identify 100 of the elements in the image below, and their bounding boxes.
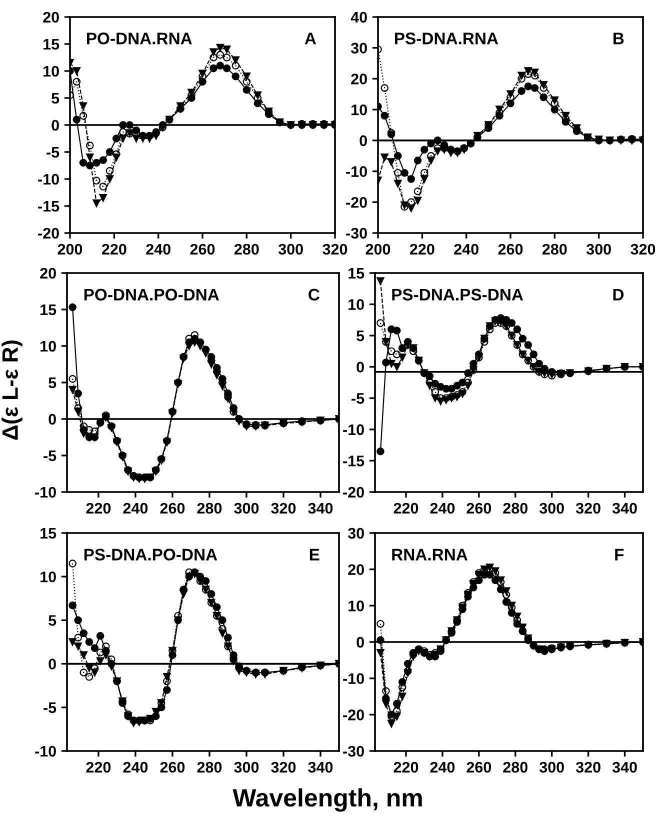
x-tick-label: 280 <box>197 762 222 773</box>
y-tick-label: -10 <box>343 673 364 684</box>
x-tick-label: 340 <box>612 502 637 514</box>
y-tick-label: 0 <box>52 120 59 131</box>
y-tick-label: 15 <box>44 39 60 50</box>
x-tick-label: 220 <box>86 762 111 773</box>
y-tick-label: -10 <box>343 424 364 436</box>
text: PO-DNA.PO-DNA <box>84 288 219 301</box>
text: RNA.RNA <box>392 548 468 560</box>
y-tick-label: 0 <box>48 414 56 425</box>
y-tick-label: 5 <box>48 378 56 388</box>
annotation: B <box>614 32 624 44</box>
x-tick-label: 240 <box>123 762 148 773</box>
y-tick-label: 5 <box>52 93 60 104</box>
y-tick-label: -10 <box>35 486 56 498</box>
y-tick-label: -5 <box>352 393 364 404</box>
y-tick-label: 15 <box>40 528 56 539</box>
annotation: C <box>308 288 320 301</box>
x-tick-label: 320 <box>271 502 296 514</box>
x-axis-title: Wavelength, nm <box>232 788 422 812</box>
y-tick-label: -20 <box>343 486 364 498</box>
y-tick-label: 40 <box>350 12 367 23</box>
y-tick-label: 20 <box>348 564 364 576</box>
y-tick-label: -15 <box>38 201 60 212</box>
y-tick-label: -20 <box>346 197 367 208</box>
y-tick-label: -30 <box>346 228 367 239</box>
text: PS-DNA.PS-DNA <box>392 288 524 301</box>
x-tick-label: 300 <box>278 244 303 255</box>
x-tick-label: 340 <box>612 762 637 773</box>
y-tick-label: 20 <box>351 74 367 84</box>
x-tick-label: 280 <box>234 244 259 255</box>
x-tick-label: 280 <box>503 762 528 773</box>
annotation: F <box>615 548 624 560</box>
y-tick-label: 5 <box>356 330 364 342</box>
x-tick-label: 320 <box>271 762 296 773</box>
x-tick-label: 300 <box>539 502 564 514</box>
y-tick-label: -10 <box>38 174 59 185</box>
x-tick-label: 240 <box>123 502 148 514</box>
y-tick-label: -5 <box>44 450 56 462</box>
x-tick-label: 260 <box>498 244 523 255</box>
y-tick-label: 10 <box>40 571 56 582</box>
y-tick-label: -10 <box>346 166 367 177</box>
text: PS-DNA.RNA <box>395 32 498 44</box>
y-tick-label: 10 <box>44 66 59 77</box>
y-tick-label: 30 <box>350 42 367 54</box>
y-tick-label: 0 <box>356 636 364 648</box>
y-tick-label: 10 <box>348 299 364 310</box>
x-tick-label: 320 <box>576 502 600 514</box>
x-tick-label: 300 <box>539 762 564 773</box>
annotation: A <box>304 32 316 44</box>
x-tick-label: 320 <box>576 762 600 773</box>
x-tick-label: 220 <box>410 244 434 255</box>
y-tick-label: 0 <box>356 362 364 373</box>
text: PO-DNA.RNA <box>87 32 192 44</box>
x-tick-label: 260 <box>466 762 492 773</box>
x-tick-label: 280 <box>197 502 222 514</box>
x-tick-label: 320 <box>630 244 656 255</box>
x-tick-label: 320 <box>322 244 348 255</box>
y-tick-label: 5 <box>48 615 56 626</box>
x-tick-label: 200 <box>58 244 82 255</box>
y-tick-label: -5 <box>46 147 60 158</box>
x-tick-label: 280 <box>503 502 528 514</box>
x-tick-label: 260 <box>190 244 215 255</box>
x-tick-label: 300 <box>234 762 259 773</box>
y-tick-label: 10 <box>348 600 364 612</box>
x-tick-label: 260 <box>160 762 185 773</box>
x-tick-label: 200 <box>366 244 390 255</box>
x-tick-label: 240 <box>430 762 455 773</box>
x-tick-label: 260 <box>160 502 185 514</box>
y-tick-label: 20 <box>40 268 56 279</box>
text: PS-DNA.PO-DNA <box>84 548 218 560</box>
x-tick-label: 340 <box>308 502 333 514</box>
y-tick-label: 0 <box>360 135 367 146</box>
y-tick-label: -15 <box>343 456 364 466</box>
x-tick-label: 260 <box>466 502 492 514</box>
y-tick-label: 30 <box>348 528 364 539</box>
y-tick-label: 0 <box>48 658 56 670</box>
x-tick-label: 240 <box>430 502 455 514</box>
y-tick-label: -10 <box>35 746 56 757</box>
x-tick-label: 300 <box>586 244 611 255</box>
x-tick-label: 220 <box>394 502 418 514</box>
x-tick-label: 340 <box>308 762 333 773</box>
annotation: E <box>310 548 320 560</box>
y-tick-label: 10 <box>40 340 56 352</box>
y-tick-label: -30 <box>343 746 364 757</box>
y-tick-label: 20 <box>43 12 59 23</box>
annotation: D <box>613 288 624 300</box>
y-tick-label: 15 <box>40 304 56 316</box>
y-tick-label: 15 <box>348 268 364 279</box>
x-tick-label: 280 <box>542 244 567 255</box>
y-tick-label: -5 <box>44 702 56 714</box>
x-tick-label: 240 <box>454 244 478 255</box>
y-axis-title: Δ(ε L-ε R) <box>2 340 22 440</box>
x-tick-label: 240 <box>146 244 170 255</box>
x-tick-label: 220 <box>102 244 126 255</box>
x-tick-label: 220 <box>86 502 111 514</box>
x-tick-label: 220 <box>394 762 418 773</box>
y-tick-label: -20 <box>343 710 364 720</box>
y-tick-label: 10 <box>352 104 367 116</box>
x-tick-label: 300 <box>234 502 259 514</box>
